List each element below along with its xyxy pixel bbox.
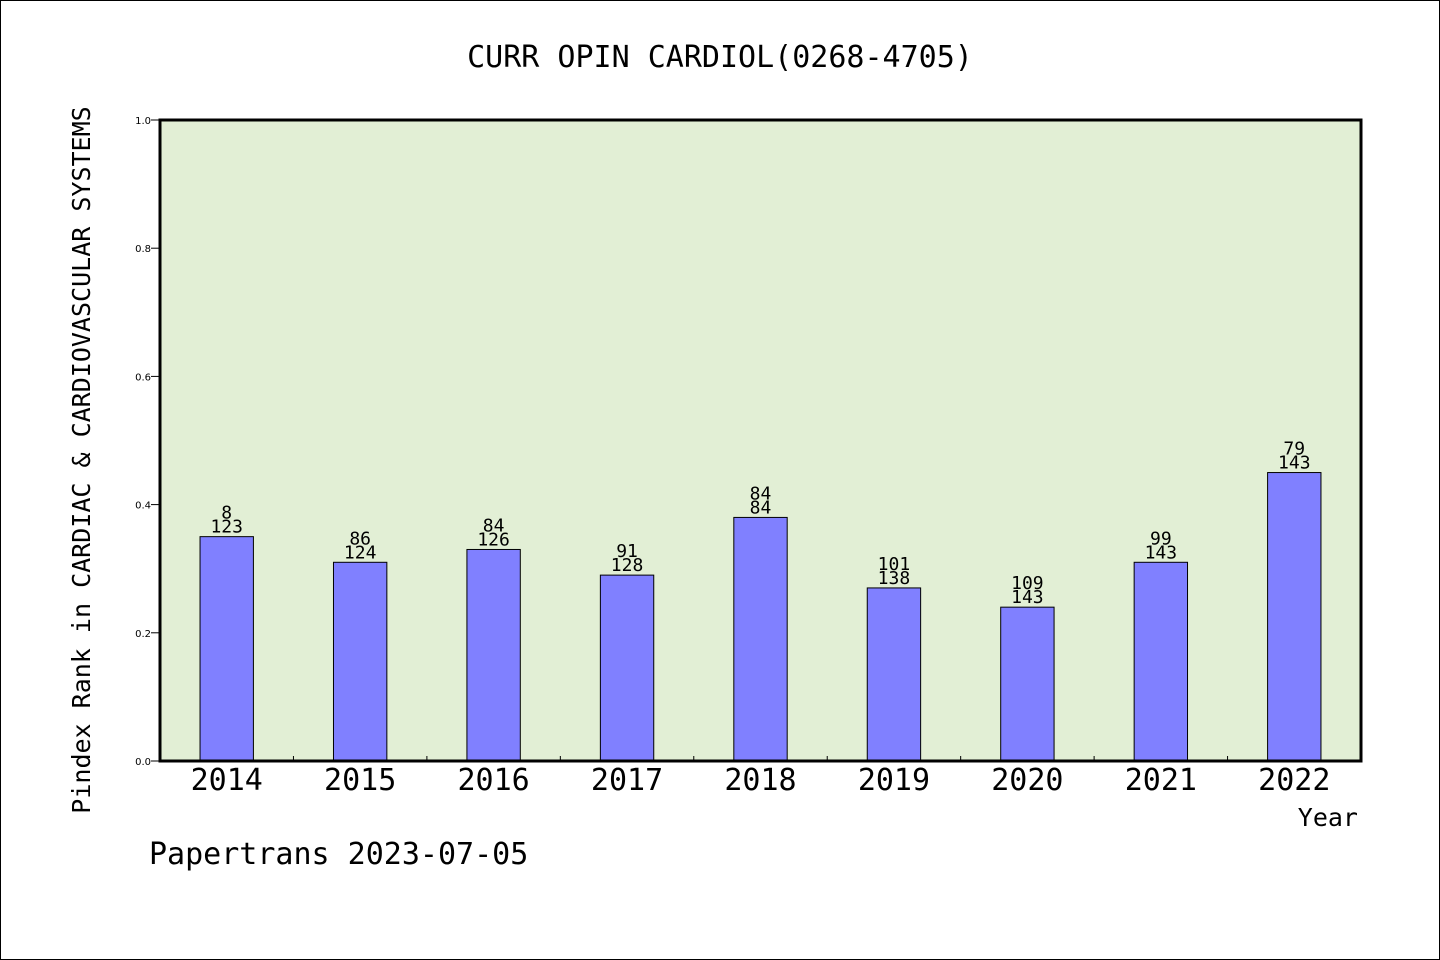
bar-rank-label: 99 <box>1150 528 1172 549</box>
x-tick-label: 2014 <box>191 763 263 798</box>
bar-2022 <box>1267 472 1322 762</box>
y-tick-label: 0.4 <box>135 501 151 512</box>
bar-total-label: 124 <box>344 542 377 563</box>
bar-rank-label: 86 <box>349 528 371 549</box>
x-tick-label: 2019 <box>858 763 930 798</box>
x-tick-label: 2016 <box>457 763 529 798</box>
bar-2018 <box>733 516 788 762</box>
bar-2021 <box>1133 561 1189 762</box>
bar-total-label: 123 <box>210 517 243 538</box>
x-tick-label: 2022 <box>1258 763 1330 798</box>
bar-rank-label: 91 <box>616 541 638 562</box>
bar-total-label: 126 <box>477 529 510 550</box>
x-tick-label: 2021 <box>1125 763 1197 798</box>
bar-total-label: 143 <box>1145 542 1178 563</box>
bar-rank-label: 109 <box>1011 573 1044 594</box>
plot-border <box>158 118 1363 763</box>
bar-rank-label: 101 <box>878 554 911 575</box>
x-tick-labels: 2014 2015 2016 2017 2018 2019 2020 2021 2022 <box>191 763 1331 798</box>
x-tick-label: 2018 <box>724 763 796 798</box>
bar-total-label: 84 <box>750 497 772 518</box>
bar-total-label: 143 <box>1278 453 1311 474</box>
footer-credit: Papertrans 2023-07-05 <box>149 837 528 872</box>
y-tick-label: 1.0 <box>135 116 151 127</box>
bar-rank-label: 79 <box>1283 439 1305 460</box>
bar-total-label: 138 <box>878 568 911 589</box>
y-tick-label: 0.0 <box>135 757 151 768</box>
y-tick-label: 0.6 <box>135 372 151 383</box>
chart-title: CURR OPIN CARDIOL(0268-4705) <box>467 40 973 75</box>
bar-2019 <box>866 587 922 762</box>
y-axis-label: Pindex Rank in CARDIAC & CARDIOVASCULAR … <box>67 106 96 813</box>
bar-total-label: 128 <box>611 555 644 576</box>
bar-2020 <box>1000 606 1055 762</box>
bar-rank-label: 84 <box>750 483 772 504</box>
bar-rank-label: 8 <box>221 503 232 524</box>
x-tick-label: 2015 <box>324 763 396 798</box>
x-tick-label: 2017 <box>591 763 663 798</box>
bar-2017 <box>599 574 655 762</box>
x-axis-label: Year <box>1298 803 1358 832</box>
bars <box>199 472 1322 762</box>
x-tick-label: 2020 <box>991 763 1063 798</box>
y-tick-label: 0.8 <box>135 244 151 255</box>
bar-2015 <box>332 561 388 762</box>
bar-2014 <box>199 536 254 762</box>
bar-2016 <box>466 548 521 762</box>
y-tick-label: 0.2 <box>135 629 151 640</box>
bar-total-label: 143 <box>1011 587 1044 608</box>
bar-rank-label: 84 <box>483 515 505 536</box>
